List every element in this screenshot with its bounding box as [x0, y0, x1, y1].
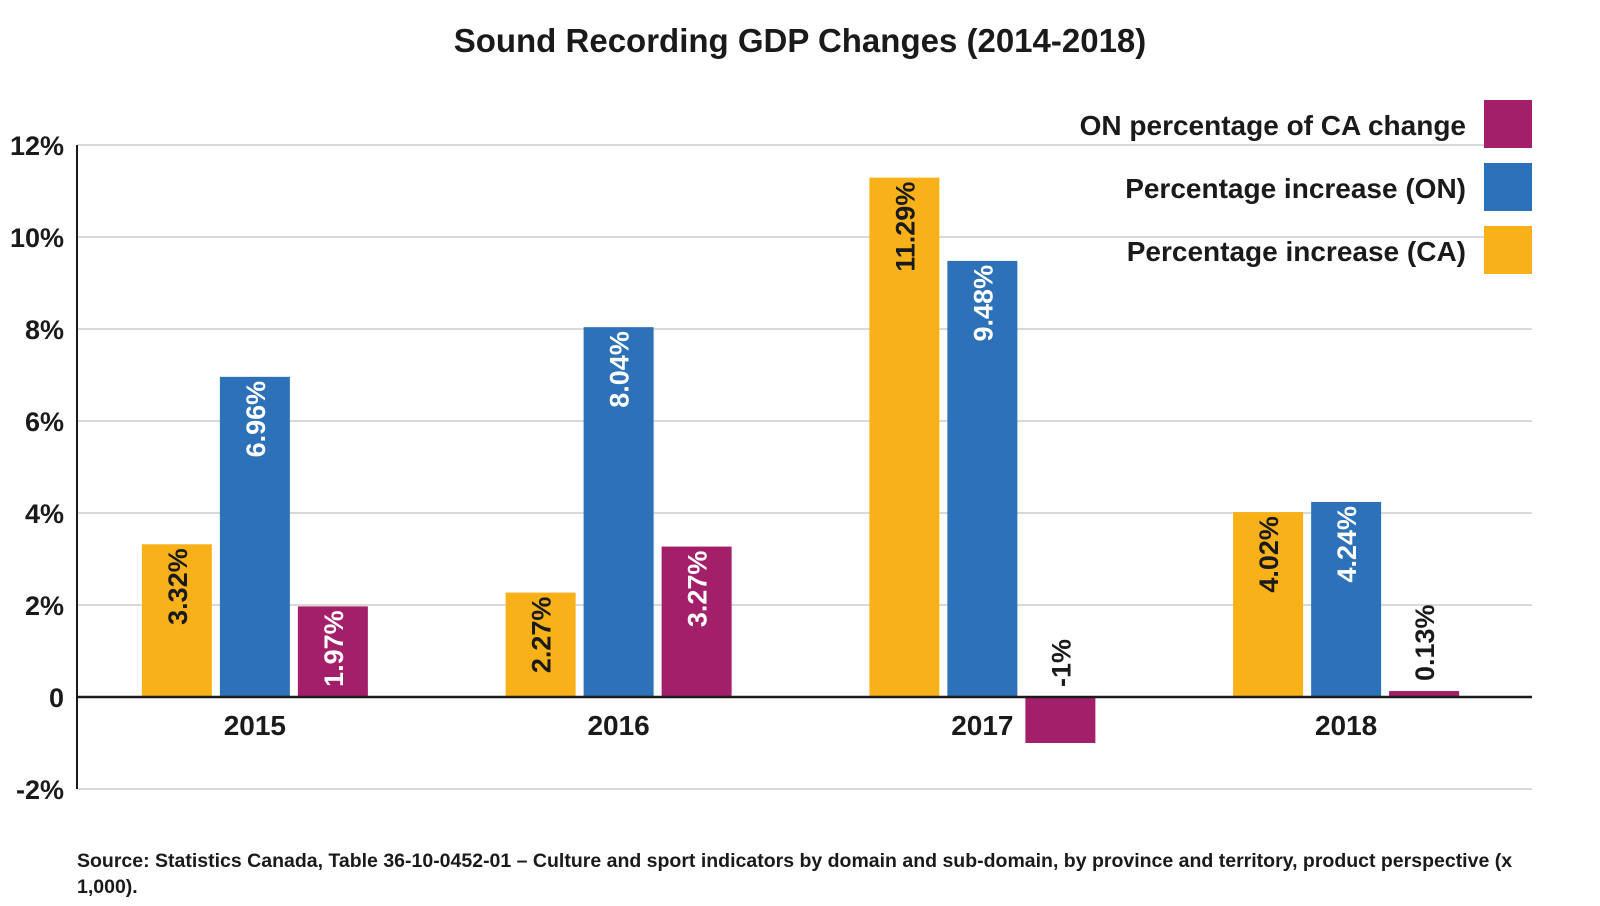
y-tick-label: 10%: [10, 223, 64, 253]
x-tick-label: 2015: [224, 710, 286, 741]
x-tick-label: 2016: [587, 710, 649, 741]
legend-label: Percentage increase (CA): [1127, 236, 1466, 267]
data-label: 9.48%: [968, 265, 998, 342]
y-tick-label: 8%: [25, 315, 64, 345]
bar: [219, 376, 290, 697]
legend-label: ON percentage of CA change: [1080, 110, 1466, 141]
bar: [869, 177, 940, 697]
data-label: 11.29%: [890, 182, 920, 272]
data-label: 0.13%: [1410, 604, 1440, 681]
x-tick-label: 2018: [1315, 710, 1377, 741]
legend-swatch: [1484, 226, 1532, 274]
bar: [1389, 691, 1460, 697]
y-tick-label: 2%: [25, 591, 64, 621]
y-tick-label: 6%: [25, 407, 64, 437]
data-label: 3.27%: [683, 551, 713, 628]
data-label: 4.02%: [1254, 516, 1284, 593]
bar: [583, 327, 654, 697]
legend-swatch: [1484, 163, 1532, 211]
data-label: 6.96%: [241, 381, 271, 458]
x-tick-label: 2017: [951, 710, 1013, 741]
y-tick-label: -2%: [16, 775, 64, 805]
bar: [1233, 512, 1304, 697]
data-label: 8.04%: [605, 331, 635, 408]
data-label: 4.24%: [1332, 506, 1362, 583]
legend-label: Percentage increase (ON): [1125, 173, 1466, 204]
chart-title: Sound Recording GDP Changes (2014-2018): [454, 22, 1147, 59]
bar: [947, 260, 1018, 697]
bar: [661, 546, 732, 697]
bar: [141, 544, 212, 697]
data-label: 2.27%: [527, 597, 557, 674]
y-tick-label: 4%: [25, 499, 64, 529]
data-label: -1%: [1046, 639, 1076, 687]
bar: [1025, 697, 1096, 743]
bar: [1311, 501, 1382, 697]
source-note: Source: Statistics Canada, Table 36-10-0…: [77, 850, 1513, 898]
bar: [505, 592, 576, 697]
y-tick-label: 12%: [10, 131, 64, 161]
legend-swatch: [1484, 100, 1532, 148]
bar: [297, 606, 368, 697]
y-tick-label: 0: [49, 683, 64, 713]
bar-chart: Sound Recording GDP Changes (2014-2018) …: [10, 22, 1532, 805]
data-label: 3.32%: [163, 548, 193, 625]
data-label: 1.97%: [319, 610, 349, 687]
